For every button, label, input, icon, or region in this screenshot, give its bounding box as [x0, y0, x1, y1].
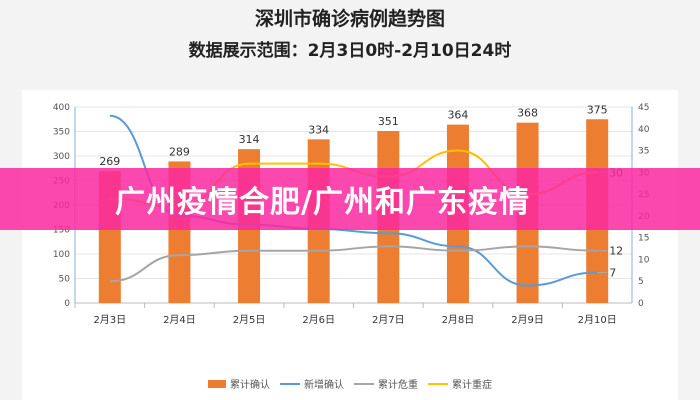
legend-swatch — [428, 382, 448, 385]
y-left-tick-label: 0 — [64, 299, 70, 309]
x-tick-label: 2月4日 — [163, 314, 196, 326]
y-left-tick-label: 350 — [53, 128, 70, 138]
y-right-tick-label: 15 — [638, 234, 649, 244]
overlay-banner: 广州疫情合肥/广州和广东疫情 — [0, 168, 700, 230]
chart-subtitle: 数据展示范围：2月3日0时-2月10日24时 — [188, 41, 512, 61]
x-tick-label: 2月10日 — [578, 314, 617, 326]
y-left-tick-label: 400 — [53, 103, 70, 113]
bar-data-label: 334 — [308, 123, 329, 136]
y-left-tick-label: 300 — [53, 152, 70, 162]
y-left-tick-label: 150 — [53, 226, 70, 236]
x-tick-label: 2月7日 — [372, 314, 405, 326]
bar-data-label: 289 — [169, 145, 190, 158]
bar-data-label: 364 — [447, 109, 468, 122]
y-left-tick-label: 100 — [53, 250, 70, 260]
legend-item[interactable]: 累计确认 — [208, 376, 270, 391]
bar-data-label: 375 — [587, 103, 608, 116]
x-tick-label: 2月9日 — [511, 314, 544, 326]
legend-swatch — [208, 379, 226, 388]
bar-data-label: 351 — [378, 115, 399, 128]
y-right-tick-label: 10 — [638, 255, 650, 265]
legend-swatch — [280, 382, 300, 385]
chart-title: 深圳市确诊病例趋势图 — [254, 8, 445, 30]
x-tick-label: 2月8日 — [442, 314, 475, 326]
legend-label: 累计确认 — [230, 380, 270, 391]
legend: 累计确认 新增确认 累计危重 累计重症 — [0, 376, 700, 391]
chart-card — [22, 90, 678, 400]
bar-data-label: 368 — [517, 107, 538, 120]
x-tick-label: 2月5日 — [233, 314, 266, 326]
y-right-tick-label: 0 — [638, 299, 644, 309]
bar-data-label: 314 — [239, 133, 260, 146]
y-right-tick-label: 5 — [638, 277, 644, 287]
legend-item[interactable]: 新增确认 — [280, 376, 344, 391]
legend-item[interactable]: 累计危重 — [354, 376, 418, 391]
legend-swatch — [354, 382, 374, 385]
y-left-tick-label: 50 — [59, 275, 71, 285]
legend-label: 累计重症 — [452, 380, 492, 391]
legend-label: 累计危重 — [378, 380, 418, 391]
series-line — [109, 245, 598, 283]
x-tick-label: 2月3日 — [93, 314, 126, 326]
legend-label: 新增确认 — [304, 380, 344, 391]
series-end-label: 12 — [609, 245, 623, 258]
series-end-label: 7 — [609, 267, 616, 280]
y-right-tick-label: 45 — [638, 103, 649, 113]
banner-text: 广州疫情合肥/广州和广东疫情 — [115, 185, 530, 220]
y-right-tick-label: 40 — [638, 125, 650, 135]
y-right-tick-label: 35 — [638, 147, 649, 157]
x-tick-label: 2月6日 — [302, 314, 335, 326]
legend-item[interactable]: 累计重症 — [428, 376, 492, 391]
bar-data-label: 269 — [99, 155, 120, 168]
